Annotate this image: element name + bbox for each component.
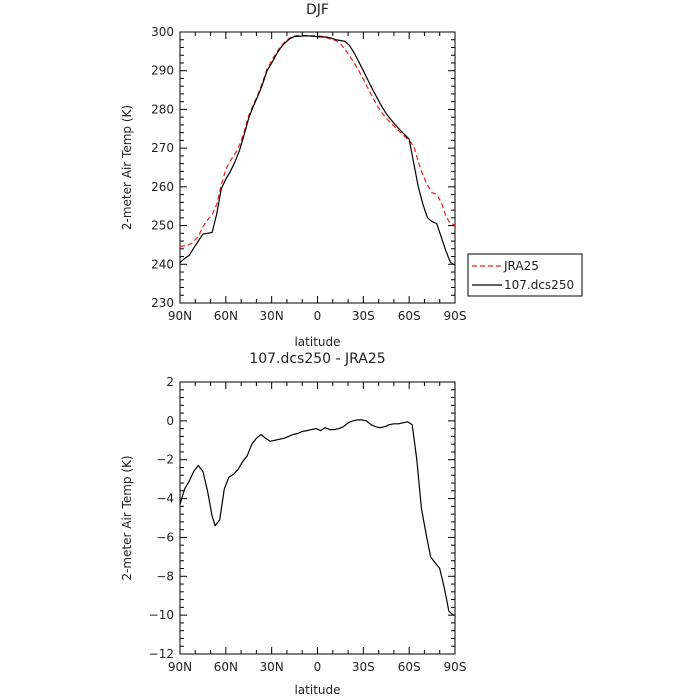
panel2-x-tick-label: 90N: [168, 660, 192, 674]
panel2-x-tick-label: 30S: [352, 660, 375, 674]
panel1-y-tick-label: 230: [151, 296, 174, 310]
panel1-y-tick-label: 270: [151, 141, 174, 155]
panel2-y-tick-label: −2: [156, 453, 174, 467]
panel1-y-axis-label: 2-meter Air Temp (K): [120, 105, 134, 230]
panel1-x-axis-label: latitude: [294, 335, 340, 349]
panel2-x-tick-label: 60S: [398, 660, 421, 674]
panel2-x-tick-label: 0: [314, 660, 322, 674]
panel2-y-tick-label: 0: [166, 414, 174, 428]
panel1-series-line-2: [179, 35, 456, 266]
panel1-y-tick-label: 260: [151, 180, 174, 194]
panel1-title: DJF: [306, 2, 329, 18]
panel2-y-tick-label: −10: [149, 608, 174, 622]
panel2-x-tick-label: 90S: [444, 660, 467, 674]
panel1-y-tick-label: 300: [151, 25, 174, 39]
panel1-y-tick-label: 250: [151, 219, 174, 233]
panel2-y-tick-label: −12: [149, 647, 174, 661]
panel2-y-axis-label: 2-meter Air Temp (K): [120, 455, 134, 580]
panel2-title: 107.dcs250 - JRA25: [249, 351, 385, 367]
panel2-y-tick-label: −6: [156, 530, 174, 544]
panel1-x-tick-label: 0: [314, 309, 322, 323]
panel1-legend-box: [467, 253, 583, 297]
panel1-x-tick-label: 30S: [352, 309, 375, 323]
panel2-x-tick-label: 30N: [260, 660, 284, 674]
panel1-x-tick-label: 60S: [398, 309, 421, 323]
panel1-legend-label-2: 107.dcs250: [504, 278, 574, 292]
panel1-x-tick-label: 90S: [444, 309, 467, 323]
panel2-x-tick-label: 60N: [214, 660, 238, 674]
panel1-y-tick-label: 290: [151, 64, 174, 78]
panel2-y-tick-label: 2: [166, 375, 174, 389]
panel1-x-tick-label: 90N: [168, 309, 192, 323]
panel1-x-tick-label: 30N: [260, 309, 284, 323]
panel1-legend-label-1: JRA25: [503, 259, 539, 273]
panel1-y-tick-label: 240: [151, 257, 174, 271]
panel2-series-line-1: [179, 419, 455, 616]
panel2-y-tick-label: −4: [156, 492, 174, 506]
panel1-x-tick-label: 60N: [214, 309, 238, 323]
panel2-y-tick-label: −8: [156, 569, 174, 583]
panel1-y-tick-label: 280: [151, 102, 174, 116]
panel2-x-axis-label: latitude: [294, 683, 340, 697]
